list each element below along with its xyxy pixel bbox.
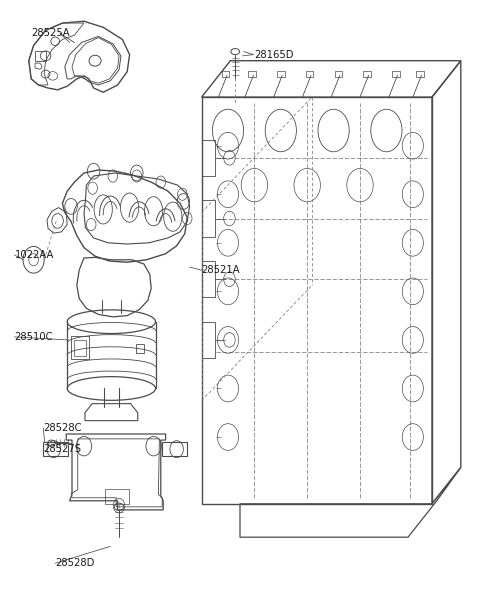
Bar: [277, 71, 285, 77]
Text: 28528D: 28528D: [55, 558, 95, 568]
Bar: [35, 51, 46, 61]
Text: 28527S: 28527S: [43, 444, 81, 454]
Text: 28510C: 28510C: [14, 332, 53, 342]
Bar: [363, 71, 371, 77]
Bar: [248, 71, 256, 77]
Bar: [392, 71, 400, 77]
Bar: [335, 71, 342, 77]
Text: 28528C: 28528C: [43, 423, 82, 433]
Bar: [202, 200, 215, 237]
Bar: [136, 344, 144, 353]
Bar: [202, 140, 215, 176]
Bar: [416, 71, 424, 77]
Bar: [105, 489, 129, 504]
Text: 28165D: 28165D: [254, 50, 294, 59]
Text: 28525A: 28525A: [31, 29, 70, 38]
Bar: [202, 261, 215, 297]
Text: 1022AA: 1022AA: [14, 250, 54, 260]
Bar: [306, 71, 313, 77]
Bar: [222, 71, 229, 77]
Bar: [74, 340, 86, 356]
Bar: [202, 322, 215, 358]
Text: 28521A: 28521A: [202, 265, 240, 275]
Bar: [71, 336, 89, 359]
